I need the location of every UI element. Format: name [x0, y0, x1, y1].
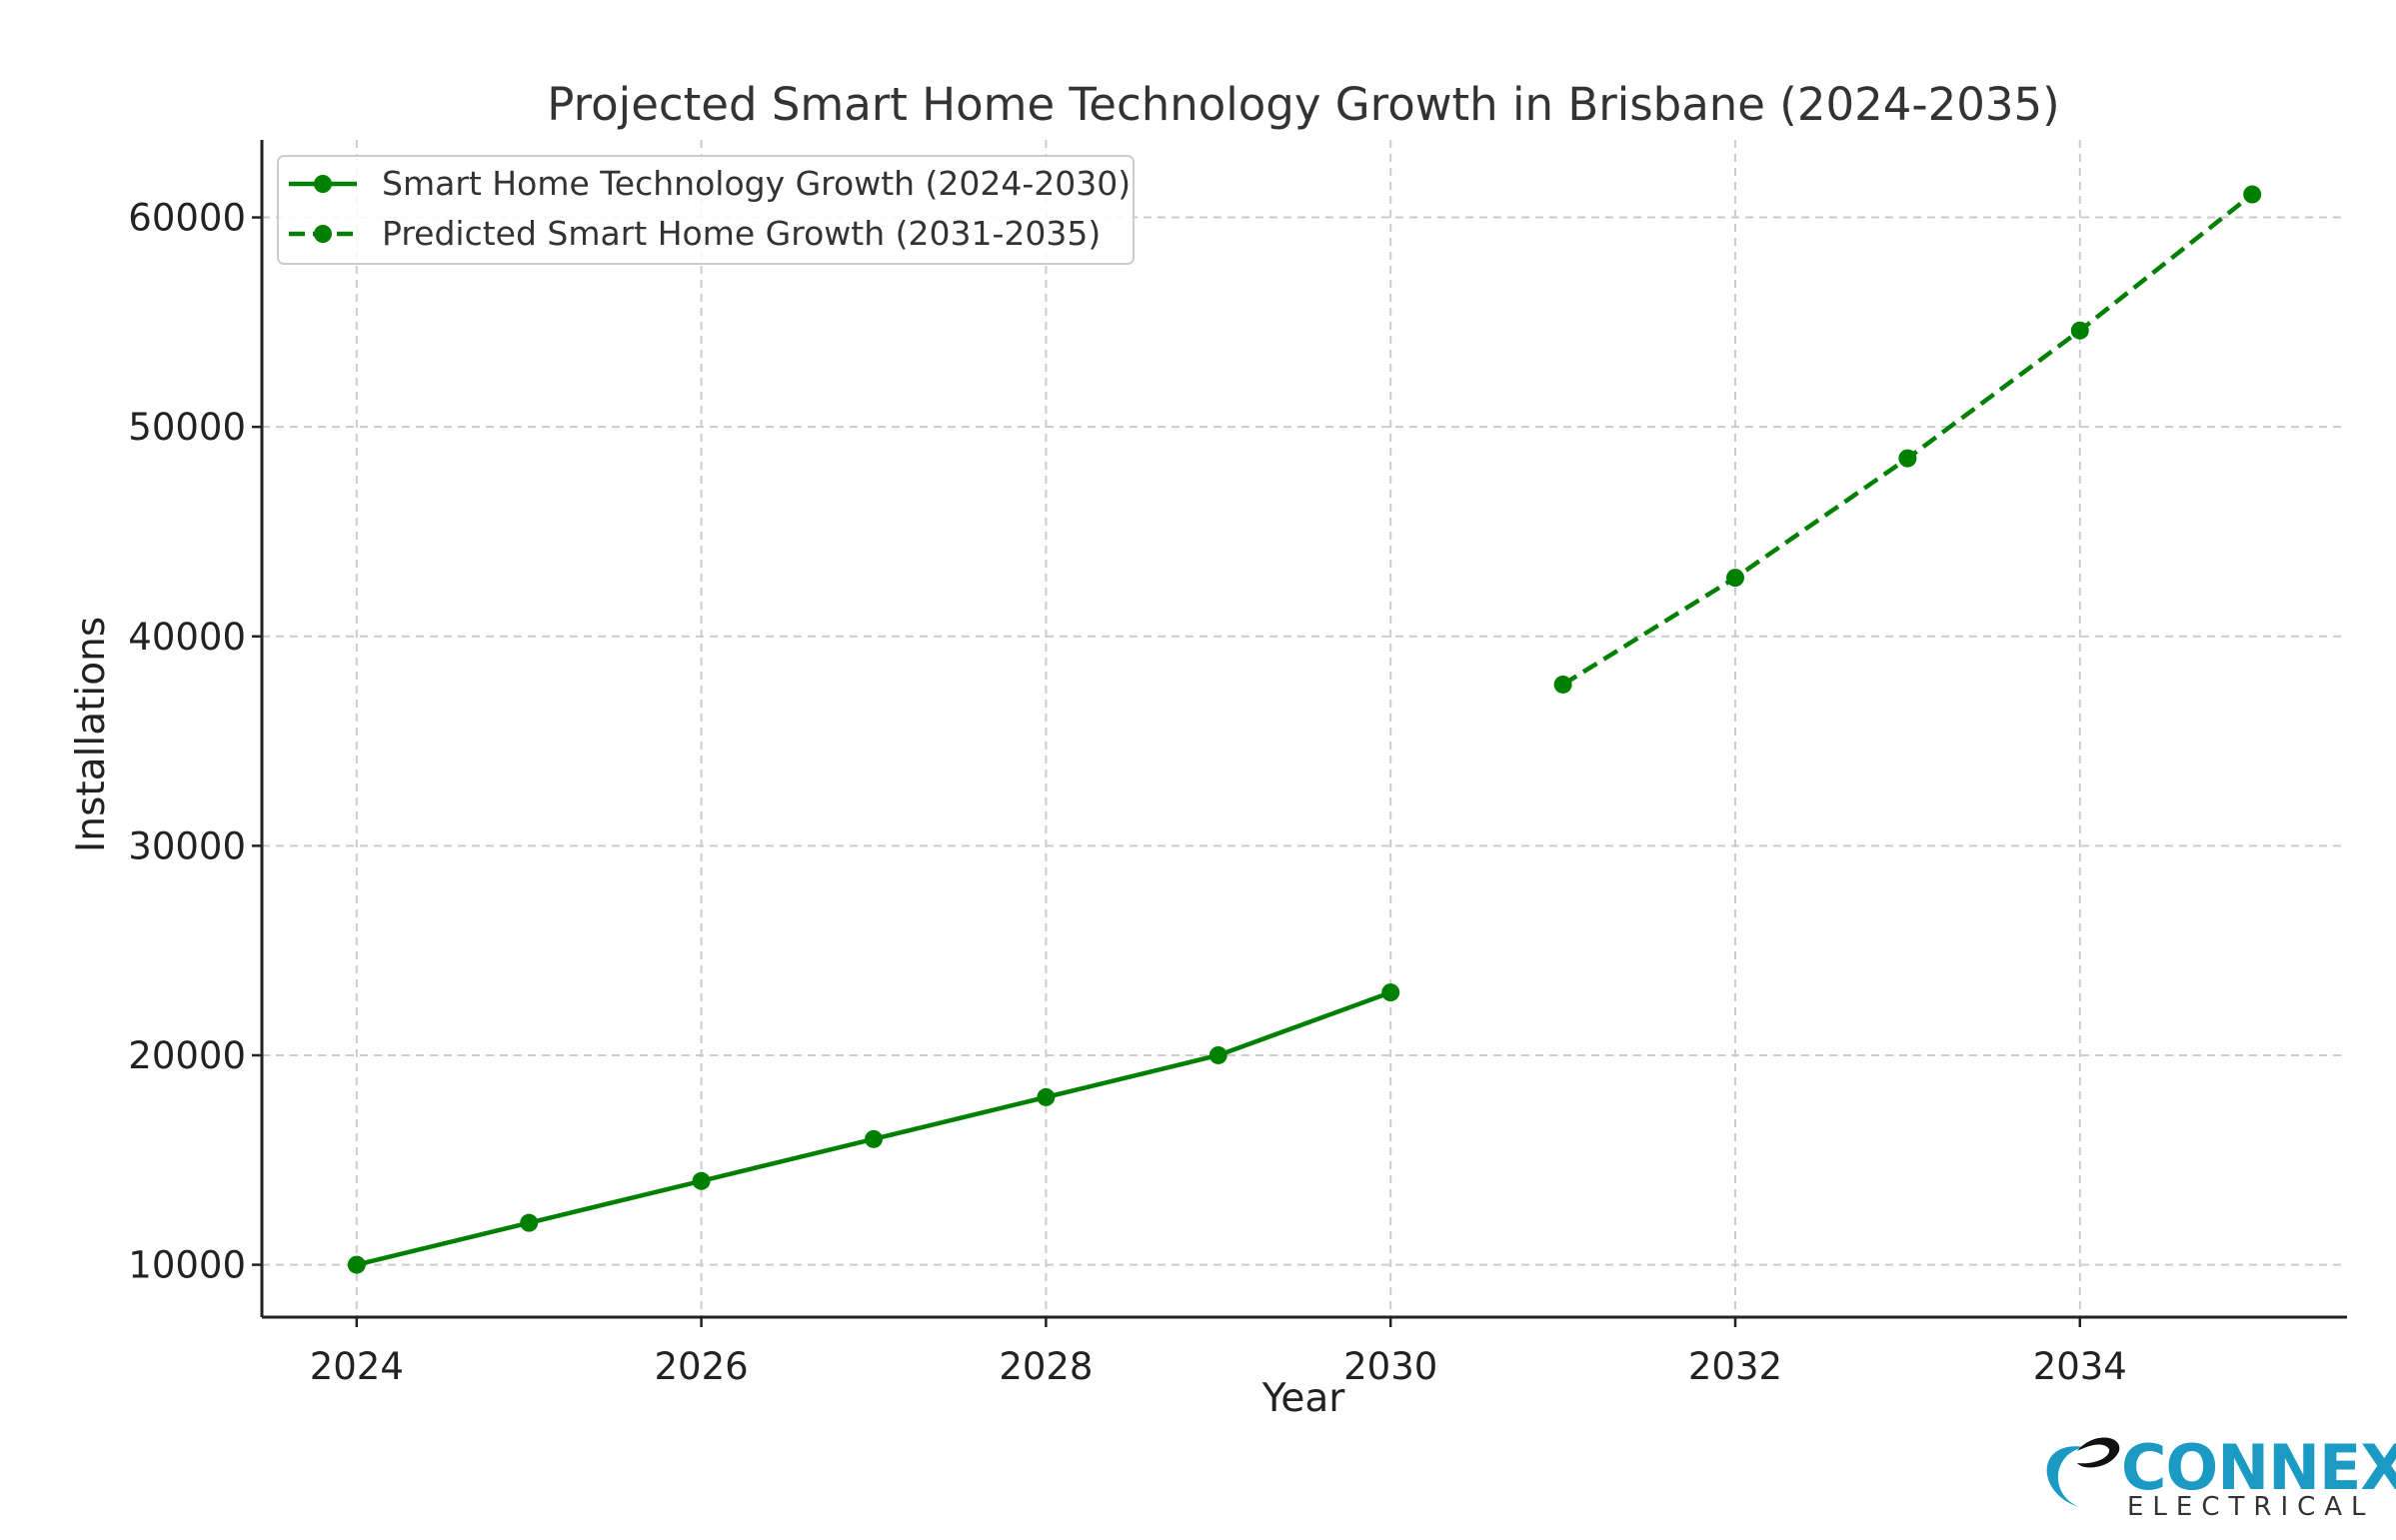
- logo-name: CONNEX: [2121, 1431, 2396, 1504]
- series-line-1: [1561, 192, 2254, 687]
- chart-title: Projected Smart Home Technology Growth i…: [547, 78, 2059, 131]
- series-0-point-2026: [692, 1171, 711, 1190]
- series: [347, 185, 2262, 1274]
- connex-electrical-logo: CONNEX ELECTRICAL: [2046, 1431, 2396, 1522]
- y-tick-label-60000: 60000: [128, 197, 246, 240]
- y-tick-label-40000: 40000: [128, 616, 246, 659]
- series-0-point-2025: [520, 1213, 539, 1232]
- series-1-point-2034: [2070, 321, 2089, 340]
- y-tick-label-30000: 30000: [128, 824, 246, 867]
- series-0-point-2030: [1381, 983, 1400, 1002]
- series-0-point-2024: [347, 1255, 366, 1274]
- series-1-point-2032: [1725, 569, 1744, 588]
- legend-marker-dashed: [314, 225, 332, 243]
- logo-subtitle: ELECTRICAL: [2127, 1492, 2375, 1522]
- series-0-point-2027: [865, 1129, 884, 1148]
- y-tick-label-20000: 20000: [128, 1034, 246, 1077]
- series-0-point-2029: [1208, 1045, 1227, 1064]
- logo-arc-icon: [2077, 1437, 2120, 1468]
- x-tick-label-2034: 2034: [2033, 1345, 2127, 1388]
- x-tick-label-2024: 2024: [310, 1345, 404, 1388]
- series-1-point-2035: [2243, 185, 2262, 204]
- series-0-point-2028: [1037, 1087, 1056, 1106]
- legend-frame: [277, 155, 1135, 265]
- series-1-point-2031: [1553, 675, 1572, 694]
- legend-marker-solid: [314, 175, 332, 193]
- axes: 2024 2026 2028 2030 2032 2034 10000 20000 30000 4…: [128, 140, 2347, 1388]
- x-tick-label-2030: 2030: [1343, 1345, 1437, 1388]
- x-tick-label-2032: 2032: [1688, 1345, 1782, 1388]
- series-1-point-2033: [1898, 449, 1917, 468]
- series-line-0: [356, 989, 1391, 1267]
- legend-entry-actual: Smart Home Technology Growth (2024-2030): [382, 164, 1131, 203]
- y-tick-label-10000: 10000: [128, 1244, 246, 1287]
- x-tick-label-2028: 2028: [999, 1345, 1093, 1388]
- legend: Smart Home Technology Growth (2024-2030)…: [277, 155, 1135, 265]
- logo-swoosh-icon: [2046, 1446, 2085, 1507]
- x-tick-label-2026: 2026: [655, 1345, 749, 1388]
- y-tick-label-50000: 50000: [128, 406, 246, 449]
- legend-entry-predicted: Predicted Smart Home Growth (2031-2035): [382, 214, 1101, 253]
- grid-lines: [262, 140, 2347, 1317]
- y-axis-label: Installations: [69, 617, 114, 852]
- x-axis-label: Year: [1261, 1376, 1346, 1421]
